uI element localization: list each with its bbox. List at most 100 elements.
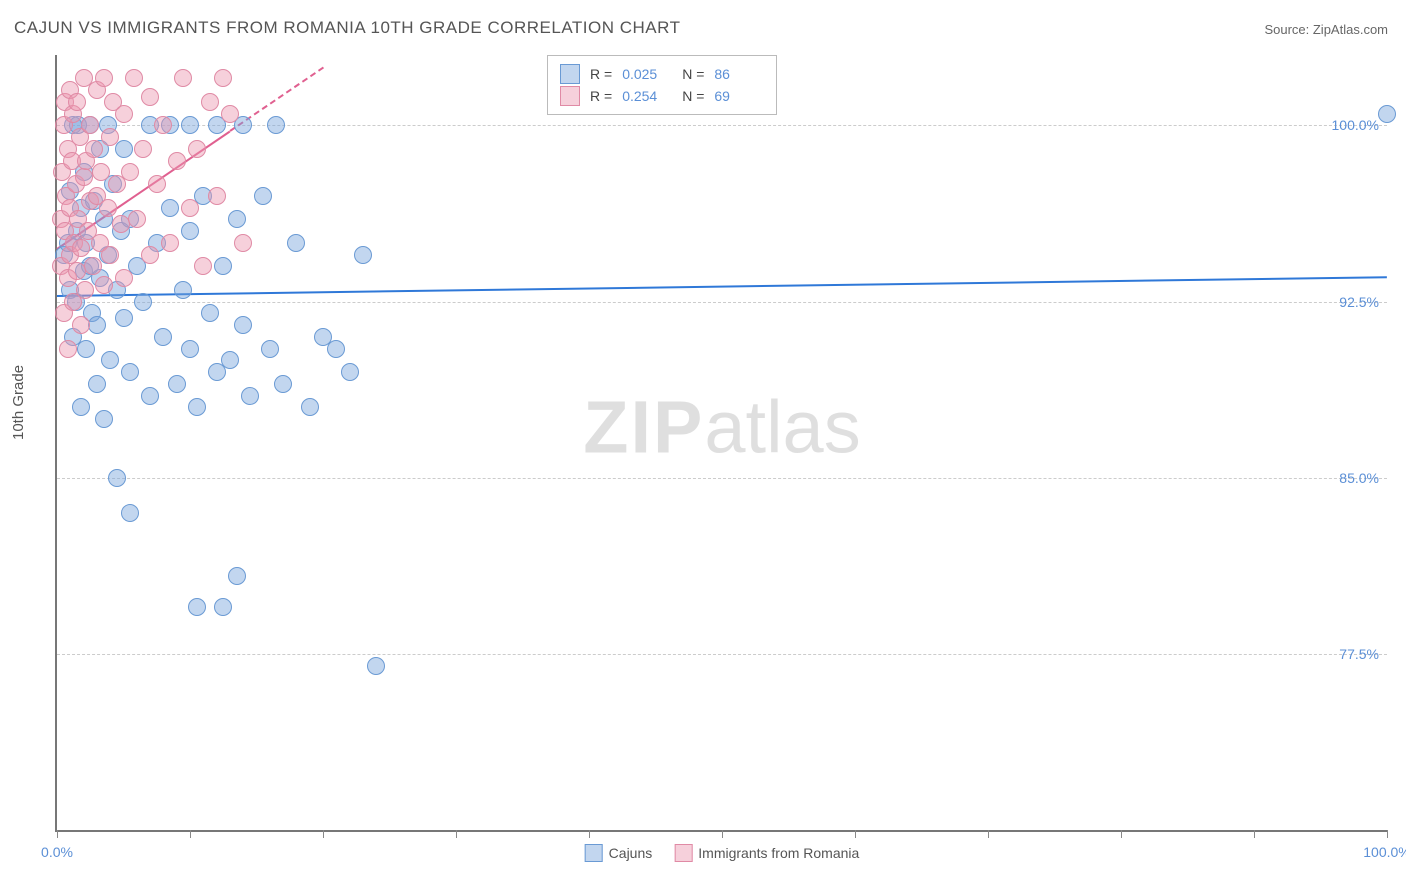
data-point (115, 105, 133, 123)
x-tick (1254, 830, 1255, 838)
data-point (254, 187, 272, 205)
watermark: ZIPatlas (583, 385, 860, 470)
data-point (341, 363, 359, 381)
series-legend: Cajuns Immigrants from Romania (585, 844, 860, 862)
gridline (57, 478, 1387, 479)
data-point (194, 257, 212, 275)
x-tick (1121, 830, 1122, 838)
data-point (174, 281, 192, 299)
data-point (234, 234, 252, 252)
data-point (77, 340, 95, 358)
data-point (108, 469, 126, 487)
data-point (214, 598, 232, 616)
data-point (121, 363, 139, 381)
data-point (174, 69, 192, 87)
legend-r-label: R = (590, 88, 612, 104)
plot-area: ZIPatlas R =0.025N =86R =0.254N =69 Caju… (55, 55, 1387, 832)
data-point (214, 257, 232, 275)
data-point (121, 504, 139, 522)
data-point (88, 316, 106, 334)
data-point (95, 410, 113, 428)
legend-row: R = 0.025 N = 86 (560, 64, 764, 84)
legend-r-value: 0.254 (622, 88, 672, 104)
data-point (241, 387, 259, 405)
data-point (76, 281, 94, 299)
watermark-atlas: atlas (704, 386, 860, 469)
y-tick-label: 100.0% (1332, 117, 1379, 133)
y-tick-label: 77.5% (1339, 646, 1379, 662)
data-point (115, 269, 133, 287)
data-point (141, 246, 159, 264)
series-legend-item: Cajuns (585, 844, 653, 862)
data-point (148, 175, 166, 193)
legend-r-label: R = (590, 66, 612, 82)
data-point (99, 199, 117, 217)
data-point (101, 246, 119, 264)
data-point (188, 598, 206, 616)
data-point (134, 293, 152, 311)
x-tick (589, 830, 590, 838)
x-tick (1387, 830, 1388, 838)
x-tick (722, 830, 723, 838)
data-point (354, 246, 372, 264)
data-point (95, 276, 113, 294)
x-tick (57, 830, 58, 838)
data-point (234, 316, 252, 334)
gridline (57, 654, 1387, 655)
gridline (57, 125, 1387, 126)
data-point (261, 340, 279, 358)
source-label: Source: ZipAtlas.com (1264, 22, 1388, 37)
data-point (228, 567, 246, 585)
legend-n-label: N = (682, 88, 704, 104)
trend-line (57, 276, 1387, 297)
legend-n-value: 86 (714, 66, 764, 82)
data-point (201, 93, 219, 111)
data-point (228, 210, 246, 228)
data-point (128, 210, 146, 228)
data-point (72, 398, 90, 416)
data-point (221, 351, 239, 369)
data-point (181, 116, 199, 134)
data-point (208, 187, 226, 205)
series-legend-label: Immigrants from Romania (698, 845, 859, 861)
data-point (75, 168, 93, 186)
series-legend-label: Cajuns (609, 845, 653, 861)
data-point (181, 199, 199, 217)
legend-swatch (560, 86, 580, 106)
x-tick (988, 830, 989, 838)
x-tick (456, 830, 457, 838)
data-point (115, 309, 133, 327)
data-point (134, 140, 152, 158)
data-point (221, 105, 239, 123)
data-point (327, 340, 345, 358)
legend-row: R = 0.254 N = 69 (560, 86, 764, 106)
data-point (161, 199, 179, 217)
data-point (188, 140, 206, 158)
data-point (154, 328, 172, 346)
data-point (125, 69, 143, 87)
y-tick-label: 85.0% (1339, 470, 1379, 486)
x-tick-label: 100.0% (1363, 844, 1406, 860)
data-point (72, 316, 90, 334)
data-point (214, 69, 232, 87)
x-tick-label: 0.0% (41, 844, 73, 860)
data-point (121, 163, 139, 181)
legend-n-label: N = (682, 66, 704, 82)
data-point (1378, 105, 1396, 123)
legend-swatch (585, 844, 603, 862)
data-point (101, 351, 119, 369)
data-point (181, 222, 199, 240)
data-point (168, 375, 186, 393)
data-point (267, 116, 285, 134)
data-point (201, 304, 219, 322)
data-point (161, 234, 179, 252)
data-point (101, 128, 119, 146)
legend-n-value: 69 (714, 88, 764, 104)
legend-swatch (560, 64, 580, 84)
data-point (59, 340, 77, 358)
data-point (181, 340, 199, 358)
data-point (68, 93, 86, 111)
data-point (85, 140, 103, 158)
y-tick-label: 92.5% (1339, 294, 1379, 310)
legend-r-value: 0.025 (622, 66, 672, 82)
